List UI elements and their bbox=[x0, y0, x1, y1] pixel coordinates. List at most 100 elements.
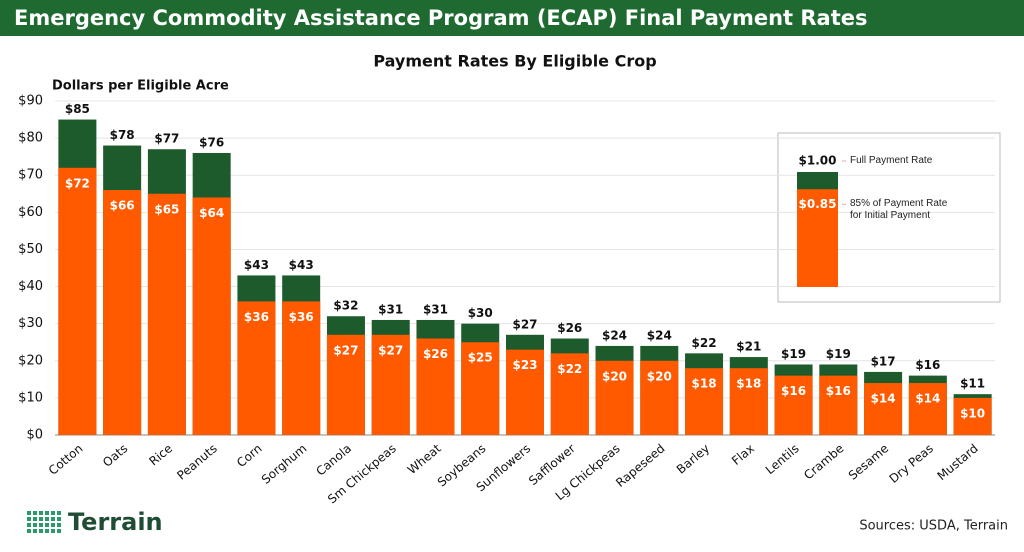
bar bbox=[416, 338, 455, 435]
legend-box bbox=[777, 132, 1001, 303]
bar bbox=[237, 301, 276, 435]
total-label: $27 bbox=[512, 317, 537, 331]
total-label: $43 bbox=[244, 258, 269, 272]
x-tick-label: Rapeseed bbox=[613, 441, 667, 490]
total-label: $78 bbox=[110, 128, 135, 142]
total-label: $85 bbox=[65, 102, 90, 116]
bar bbox=[953, 397, 992, 435]
initial-label: $27 bbox=[378, 343, 403, 357]
total-label: $19 bbox=[781, 347, 806, 361]
initial-label: $16 bbox=[781, 384, 806, 398]
bar bbox=[729, 368, 768, 435]
x-tick-label: Dry Peas bbox=[887, 441, 937, 486]
x-tick-label: Corn bbox=[234, 441, 264, 470]
x-tick-label: Sesame bbox=[846, 441, 892, 482]
legend-swatch bbox=[797, 189, 838, 287]
total-label: $17 bbox=[871, 354, 896, 368]
y-tick-label: $50 bbox=[18, 242, 43, 257]
bar bbox=[640, 360, 679, 435]
initial-label: $64 bbox=[199, 206, 224, 220]
bar bbox=[864, 383, 903, 435]
initial-label: $14 bbox=[915, 392, 940, 406]
bar bbox=[774, 375, 813, 435]
y-tick-label: $80 bbox=[18, 131, 43, 146]
x-tick-label: Flax bbox=[729, 441, 757, 468]
initial-label: $36 bbox=[244, 310, 269, 324]
total-label: $24 bbox=[602, 328, 627, 342]
initial-label: $22 bbox=[557, 362, 582, 376]
total-label: $32 bbox=[333, 299, 358, 313]
bar bbox=[908, 383, 947, 435]
y-axis-label: Dollars per Eligible Acre bbox=[52, 79, 229, 94]
initial-label: $66 bbox=[110, 199, 135, 213]
bar bbox=[550, 353, 589, 435]
initial-label: $16 bbox=[826, 384, 851, 398]
x-tick-label: Mustard bbox=[935, 441, 981, 483]
x-tick-label: Oats bbox=[100, 441, 130, 470]
logo-text: Terrain bbox=[68, 508, 163, 536]
initial-label: $25 bbox=[468, 351, 493, 365]
total-label: $31 bbox=[378, 302, 403, 316]
x-tick-label: Peanuts bbox=[174, 441, 220, 482]
bar bbox=[685, 368, 724, 435]
x-tick-label: Rice bbox=[146, 441, 175, 468]
total-label: $43 bbox=[289, 258, 314, 272]
legend-label: Full Payment Rate bbox=[850, 155, 933, 166]
initial-label: $27 bbox=[333, 343, 358, 357]
bar bbox=[192, 197, 231, 435]
y-tick-label: $70 bbox=[18, 168, 43, 183]
x-tick-label: Crambe bbox=[801, 441, 846, 482]
y-tick-label: $0 bbox=[26, 428, 43, 443]
bar bbox=[147, 193, 186, 435]
initial-label: $20 bbox=[647, 369, 672, 383]
initial-label: $26 bbox=[423, 347, 448, 361]
total-label: $30 bbox=[468, 306, 493, 320]
bar bbox=[282, 301, 321, 435]
legend-value: $0.85 bbox=[799, 197, 837, 211]
total-label: $11 bbox=[960, 377, 985, 391]
total-label: $21 bbox=[736, 340, 761, 354]
initial-label: $10 bbox=[960, 406, 985, 420]
x-tick-label: Canola bbox=[313, 441, 354, 478]
y-tick-label: $90 bbox=[18, 94, 43, 109]
chart-title: Emergency Commodity Assistance Program (… bbox=[14, 6, 868, 30]
bar bbox=[506, 349, 544, 435]
bar bbox=[819, 375, 858, 435]
bar bbox=[103, 190, 142, 435]
y-tick-label: $20 bbox=[18, 353, 43, 368]
y-tick-label: $10 bbox=[18, 390, 43, 405]
y-tick-label: $30 bbox=[18, 316, 43, 331]
source: Sources: USDA, Terrain bbox=[859, 519, 1008, 534]
initial-label: $18 bbox=[692, 377, 717, 391]
initial-label: $18 bbox=[736, 377, 761, 391]
initial-label: $72 bbox=[65, 176, 90, 190]
x-tick-label: Lentils bbox=[763, 441, 802, 477]
total-label: $31 bbox=[423, 302, 448, 316]
initial-label: $14 bbox=[871, 392, 896, 406]
total-label: $26 bbox=[557, 321, 582, 335]
legend-label: 85% of Payment Rate for Initial Payment bbox=[850, 198, 948, 222]
logo-dots bbox=[27, 511, 61, 533]
total-label: $16 bbox=[915, 358, 940, 372]
y-tick-label: $40 bbox=[18, 279, 43, 294]
chart-subtitle: Payment Rates By Eligible Crop bbox=[373, 52, 656, 71]
initial-label: $65 bbox=[154, 202, 179, 216]
initial-label: $23 bbox=[512, 358, 537, 372]
x-tick-label: Cotton bbox=[46, 441, 86, 477]
total-label: $22 bbox=[692, 336, 717, 350]
x-tick-label: Barley bbox=[674, 441, 712, 476]
bar bbox=[371, 334, 410, 435]
total-label: $76 bbox=[199, 135, 224, 149]
bar bbox=[326, 334, 365, 435]
y-tick-label: $60 bbox=[18, 205, 43, 220]
initial-label: $20 bbox=[602, 369, 627, 383]
legend-value: $1.00 bbox=[799, 154, 837, 168]
total-label: $77 bbox=[154, 132, 179, 146]
header-band bbox=[0, 0, 1024, 36]
total-label: $19 bbox=[826, 347, 851, 361]
total-label: $24 bbox=[647, 328, 672, 342]
x-tick-label: Wheat bbox=[405, 441, 444, 477]
initial-label: $36 bbox=[289, 310, 314, 324]
